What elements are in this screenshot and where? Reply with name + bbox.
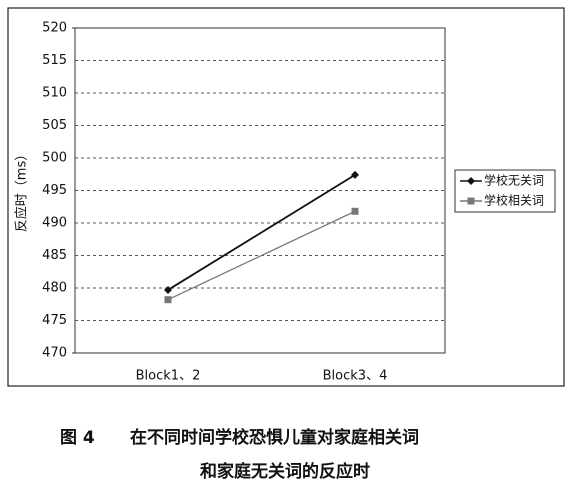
y-tick-label: 490	[42, 216, 67, 231]
data-point	[164, 285, 172, 294]
y-tick-label: 470	[42, 346, 67, 361]
data-point	[351, 207, 359, 215]
y-tick-label: 505	[42, 118, 67, 133]
y-tick-label: 495	[42, 183, 67, 198]
legend-marker	[467, 177, 475, 185]
y-tick-label: 500	[42, 151, 67, 166]
y-tick-label: 510	[42, 86, 67, 101]
y-tick-label: 480	[42, 281, 67, 296]
data-point	[164, 296, 172, 304]
y-axis-label: 反应时（ms）	[14, 148, 30, 232]
chart-frame	[7, 7, 565, 387]
legend-marker	[467, 197, 475, 205]
legend-box	[454, 169, 556, 213]
y-tick-label: 475	[42, 313, 67, 328]
y-tick-label: 520	[42, 21, 67, 36]
y-tick-label: 515	[42, 53, 67, 68]
y-tick-label: 485	[42, 248, 67, 263]
caption-line: 在不同时间学校恐惧儿童对家庭相关词	[130, 427, 419, 448]
x-tick-label: Block3、4	[323, 369, 388, 384]
caption-line: 和家庭无关词的反应时	[200, 461, 370, 482]
figure-label: 图 4	[60, 428, 95, 448]
legend-label: 学校相关词	[484, 193, 544, 208]
series-line	[167, 210, 356, 301]
x-tick-label: Block1、2	[136, 369, 201, 384]
legend-label: 学校无关词	[484, 173, 544, 188]
data-point	[351, 170, 359, 179]
series-line	[167, 174, 356, 291]
